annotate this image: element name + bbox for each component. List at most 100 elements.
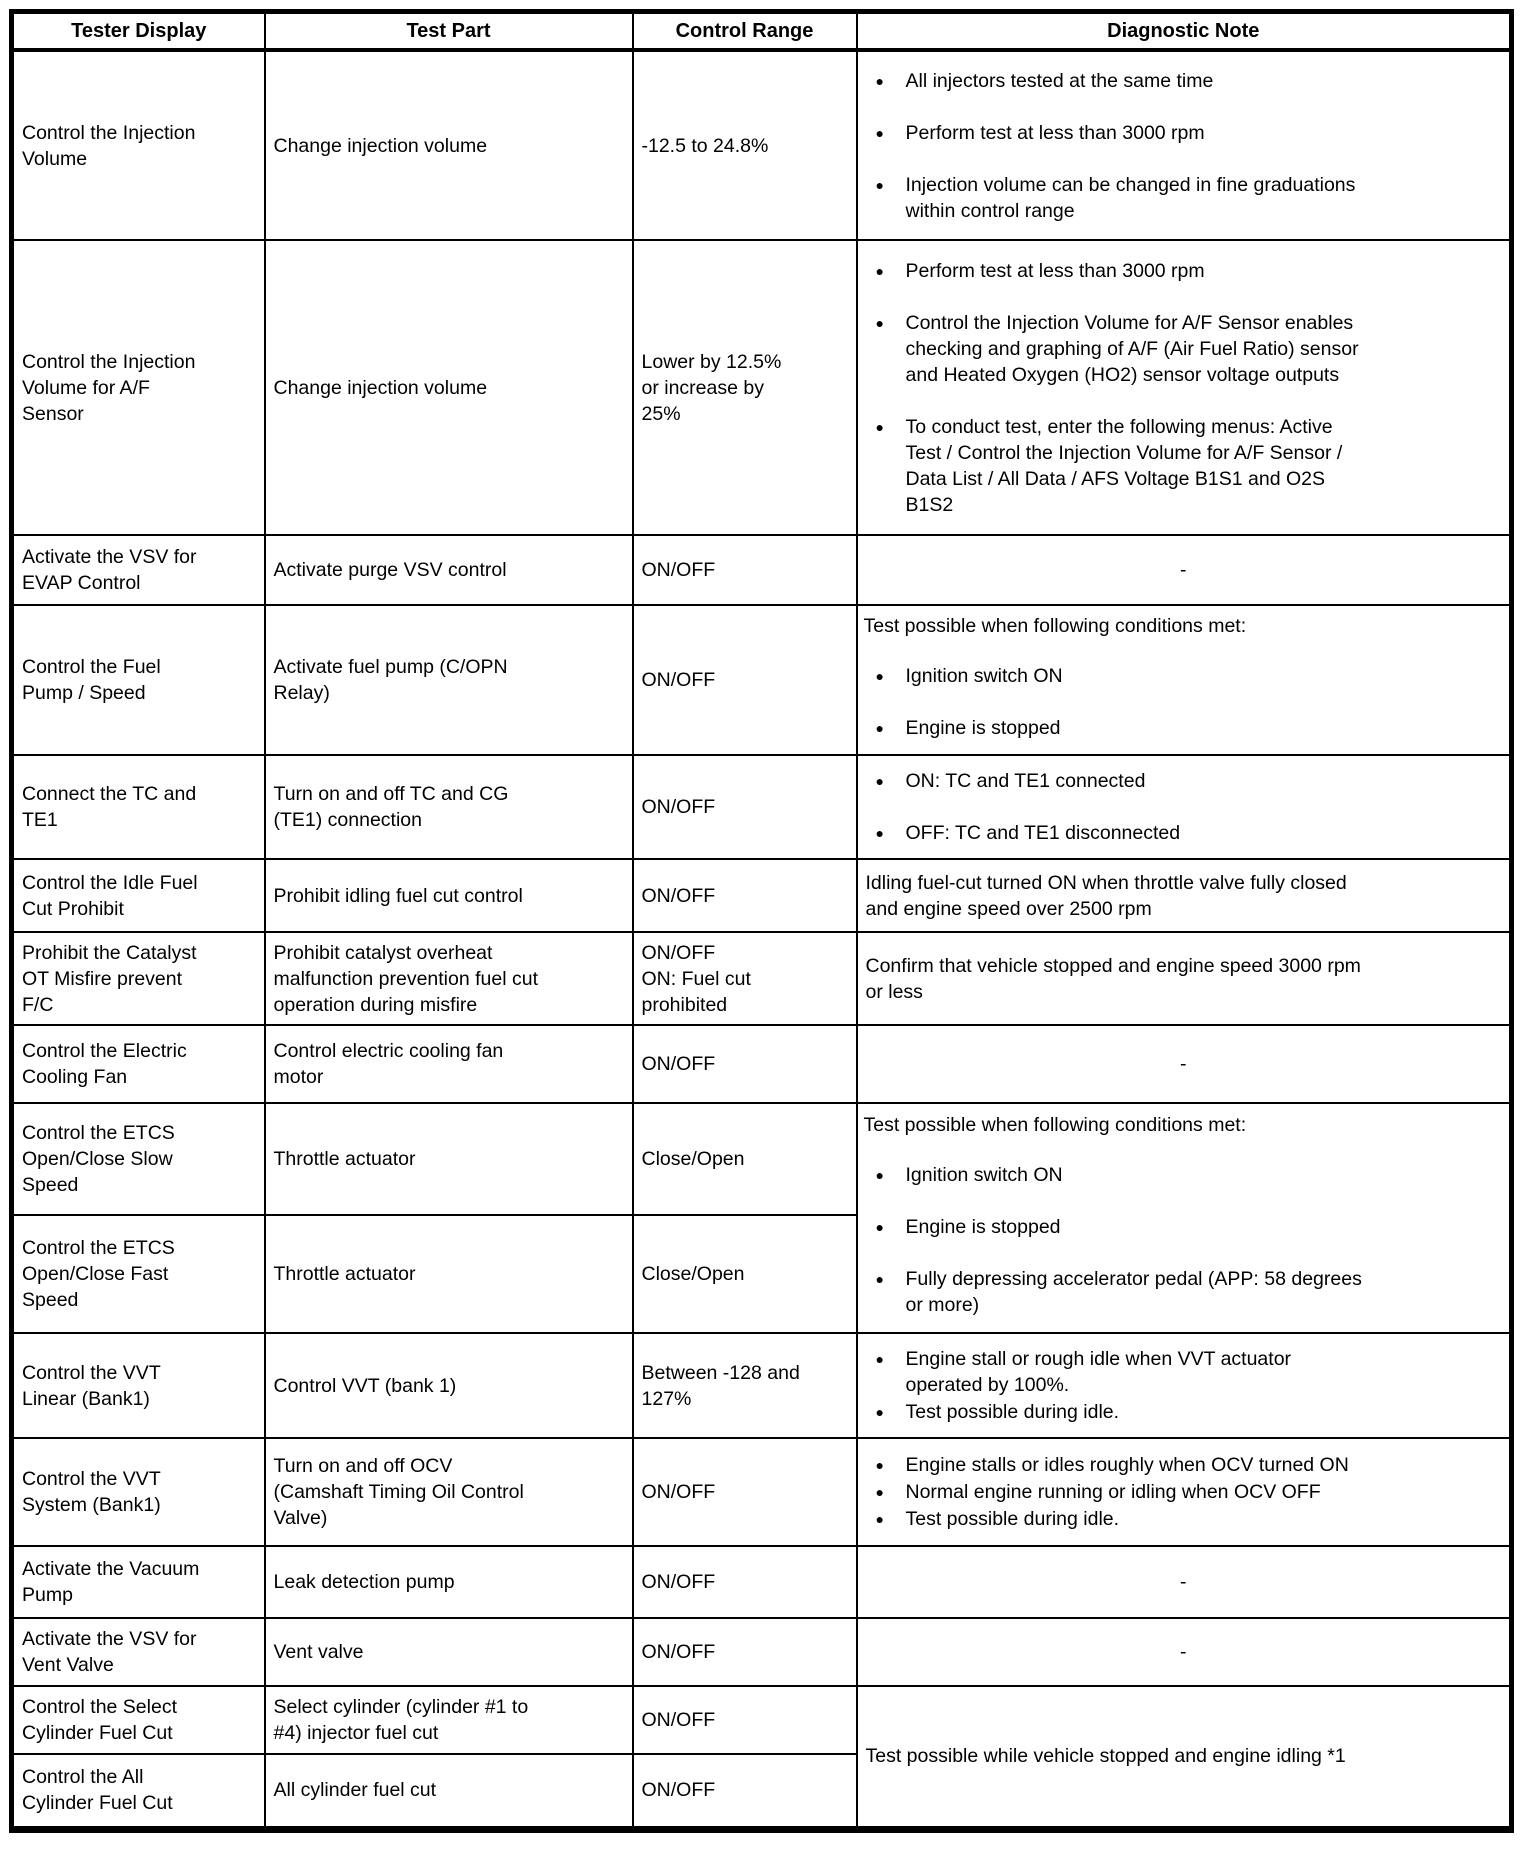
bullet-icon: ● (875, 124, 884, 141)
cell-control-range: ON/OFF (631, 534, 858, 606)
table-row: Control the Idle Fuel Cut Prohibit Prohi… (10, 858, 1513, 933)
cell-diagnostic-note: Confirm that vehicle stopped and engine … (855, 931, 1513, 1026)
note-text: ON: TC and TE1 connected (905, 770, 1146, 792)
cell-diagnostic-note: ● Engine stall or rough idle when VVT act… (855, 1332, 1513, 1439)
bullet-icon: ● (875, 176, 884, 193)
cell-diagnostic-note: ● Engine stalls or idles roughly when OCV… (855, 1437, 1513, 1547)
note-text: Engine is stopped (905, 717, 1061, 739)
col-header-diagnostic-note: Diagnostic Note (855, 10, 1513, 52)
note-bullet-item: ● Engine is stopped (864, 715, 1504, 741)
cell-diagnostic-note: - (855, 534, 1513, 606)
note-text: Ignition switch ON (905, 1164, 1063, 1186)
table-row: Control the Fuel Pump / Speed Activate f… (10, 604, 1513, 756)
note-text: Perform test at less than 3000 rpm (905, 121, 1205, 144)
bullet-icon: ● (875, 418, 884, 435)
note-text: Fully depressing accelerator pedal (APP:… (905, 1268, 1362, 1316)
cell-control-range: -12.5 to 24.8% (631, 49, 858, 241)
bullet-icon: ● (875, 1457, 884, 1473)
cell-test-part: Throttle actuator (263, 1214, 634, 1334)
col-header-control-range: Control Range (631, 10, 858, 52)
note-bullet-item: ● Ignition switch ON (864, 663, 1504, 689)
note-bullet-item: ● To conduct test, enter the following me… (864, 414, 1504, 518)
bullet-icon: ● (875, 1219, 884, 1235)
cell-control-range: Lower by 12.5% or increase by 25% (631, 239, 858, 536)
note-bullet-item: ● Test possible during idle. (864, 1399, 1504, 1425)
cell-control-range: ON/OFF (631, 1685, 858, 1755)
bullet-icon: ● (875, 668, 884, 684)
note-bullet-item: ● OFF: TC and TE1 disconnected (864, 820, 1504, 846)
table-row: Control the ETCS Open/Close Slow Speed T… (10, 1102, 1513, 1334)
cell-tester-display: Connect the TC and TE1 (10, 754, 266, 860)
cell-control-range: ON/OFF (631, 1437, 858, 1547)
note-bullet-item: ● Engine stall or rough idle when VVT act… (864, 1346, 1504, 1398)
bullet-icon: ● (875, 1511, 884, 1527)
cell-diagnostic-note: Test possible when following conditions … (855, 604, 1513, 756)
table-row: Prohibit the Catalyst OT Misfire prevent… (10, 931, 1513, 1026)
cell-tester-display: Control the Fuel Pump / Speed (10, 604, 266, 756)
note-text: Engine stalls or idles roughly when OCV … (905, 1454, 1349, 1476)
cell-tester-display: Prohibit the Catalyst OT Misfire prevent… (10, 931, 266, 1026)
cell-test-part: Control VVT (bank 1) (263, 1332, 634, 1439)
cell-test-part: Prohibit idling fuel cut control (263, 858, 634, 933)
cell-diagnostic-note: ● ON: TC and TE1 connected ● OFF: TC and T… (855, 754, 1513, 860)
cell-tester-display: Control the Injection Volume for A/F Sen… (10, 239, 266, 536)
cell-tester-display: Control the All Cylinder Fuel Cut (10, 1753, 266, 1830)
cell-control-range: ON/OFF (631, 604, 858, 756)
table-row: Control the All Cylinder Fuel Cut All cy… (10, 1753, 1512, 1830)
cell-diagnostic-note: Test possible when following conditions … (855, 1102, 1513, 1334)
bullet-icon: ● (875, 72, 884, 89)
table-row: Activate the Vacuum Pump Leak detection … (10, 1545, 1513, 1619)
cell-tester-display: Activate the VSV for EVAP Control (10, 534, 266, 606)
col-header-test-part: Test Part (263, 10, 634, 52)
cell-diagnostic-note: ● Perform test at less than 3000 rpm ● Con… (855, 239, 1513, 536)
active-test-table: Tester Display Test Part Control Range D… (9, 9, 1514, 1833)
cell-test-part: All cylinder fuel cut (263, 1753, 634, 1830)
table-row: Control the Electric Cooling Fan Control… (10, 1024, 1513, 1104)
note-text: Normal engine running or idling when OCV… (905, 1481, 1321, 1503)
bullet-icon: ● (875, 262, 884, 279)
table-row: Activate the VSV for EVAP Control Activa… (10, 534, 1513, 606)
cell-control-range: ON/OFF (631, 1545, 858, 1619)
table-row: Control the Injection Volume Change inje… (10, 49, 1513, 241)
cell-control-range: ON/OFF ON: Fuel cut prohibited (631, 931, 858, 1026)
note-bullet-item: ● Perform test at less than 3000 rpm (864, 120, 1504, 146)
note-text: Engine is stopped (905, 1216, 1061, 1238)
note-text: Ignition switch ON (905, 665, 1063, 687)
cell-test-part: Activate fuel pump (C/OPN Relay) (263, 604, 634, 756)
table-row: Control the Select Cylinder Fuel Cut Sel… (10, 1685, 1513, 1830)
cell-test-part: Turn on and off OCV (Camshaft Timing Oil… (263, 1437, 634, 1547)
cell-diagnostic-note: Idling fuel-cut turned ON when throttle … (855, 858, 1513, 933)
cell-test-part: Vent valve (263, 1617, 634, 1687)
cell-tester-display: Control the VVT System (Bank1) (10, 1437, 266, 1547)
cell-control-range: ON/OFF (631, 754, 858, 860)
cell-control-range: ON/OFF (631, 1753, 858, 1830)
table-row: Control the Injection Volume for A/F Sen… (10, 239, 1513, 536)
bullet-icon: ● (875, 1484, 884, 1500)
cell-tester-display: Control the Select Cylinder Fuel Cut (10, 1685, 266, 1755)
note-text: Engine stall or rough idle when VVT actu… (905, 1348, 1292, 1396)
bullet-icon: ● (875, 1271, 884, 1287)
bullet-icon: ● (875, 773, 884, 789)
cell-test-part: Activate purge VSV control (263, 534, 634, 606)
note-bullet-item: ● Perform test at less than 3000 rpm (864, 258, 1504, 284)
cell-control-range: Close/Open (631, 1214, 858, 1334)
note-text: Injection volume can be changed in fine … (905, 173, 1356, 222)
cell-tester-display: Control the Injection Volume (10, 49, 266, 241)
note-bullet-item: ● Engine stalls or idles roughly when OCV… (864, 1452, 1504, 1478)
note-bullet-item: ● Control the Injection Volume for A/F Se… (864, 310, 1504, 388)
note-text: Perform test at less than 3000 rpm (905, 259, 1205, 282)
note-text: To conduct test, enter the following men… (905, 415, 1343, 516)
cell-test-part: Change injection volume (263, 49, 634, 241)
note-bullet-item: ● All injectors tested at the same time (864, 68, 1504, 94)
cell-test-part: Control electric cooling fan motor (263, 1024, 634, 1104)
note-text: OFF: TC and TE1 disconnected (905, 822, 1181, 844)
cell-test-part: Prohibit catalyst overheat malfunction p… (263, 931, 634, 1026)
cell-tester-display: Control the ETCS Open/Close Fast Speed (10, 1214, 266, 1334)
note-bullet-item: ● ON: TC and TE1 connected (864, 768, 1504, 794)
bullet-icon: ● (875, 1351, 884, 1367)
cell-control-range: ON/OFF (631, 858, 858, 933)
note-text: Control the Injection Volume for A/F Sen… (905, 311, 1359, 386)
cell-tester-display: Activate the Vacuum Pump (10, 1545, 266, 1619)
note-text: Test possible during idle. (905, 1508, 1120, 1530)
cell-tester-display: Control the ETCS Open/Close Slow Speed (10, 1102, 266, 1216)
